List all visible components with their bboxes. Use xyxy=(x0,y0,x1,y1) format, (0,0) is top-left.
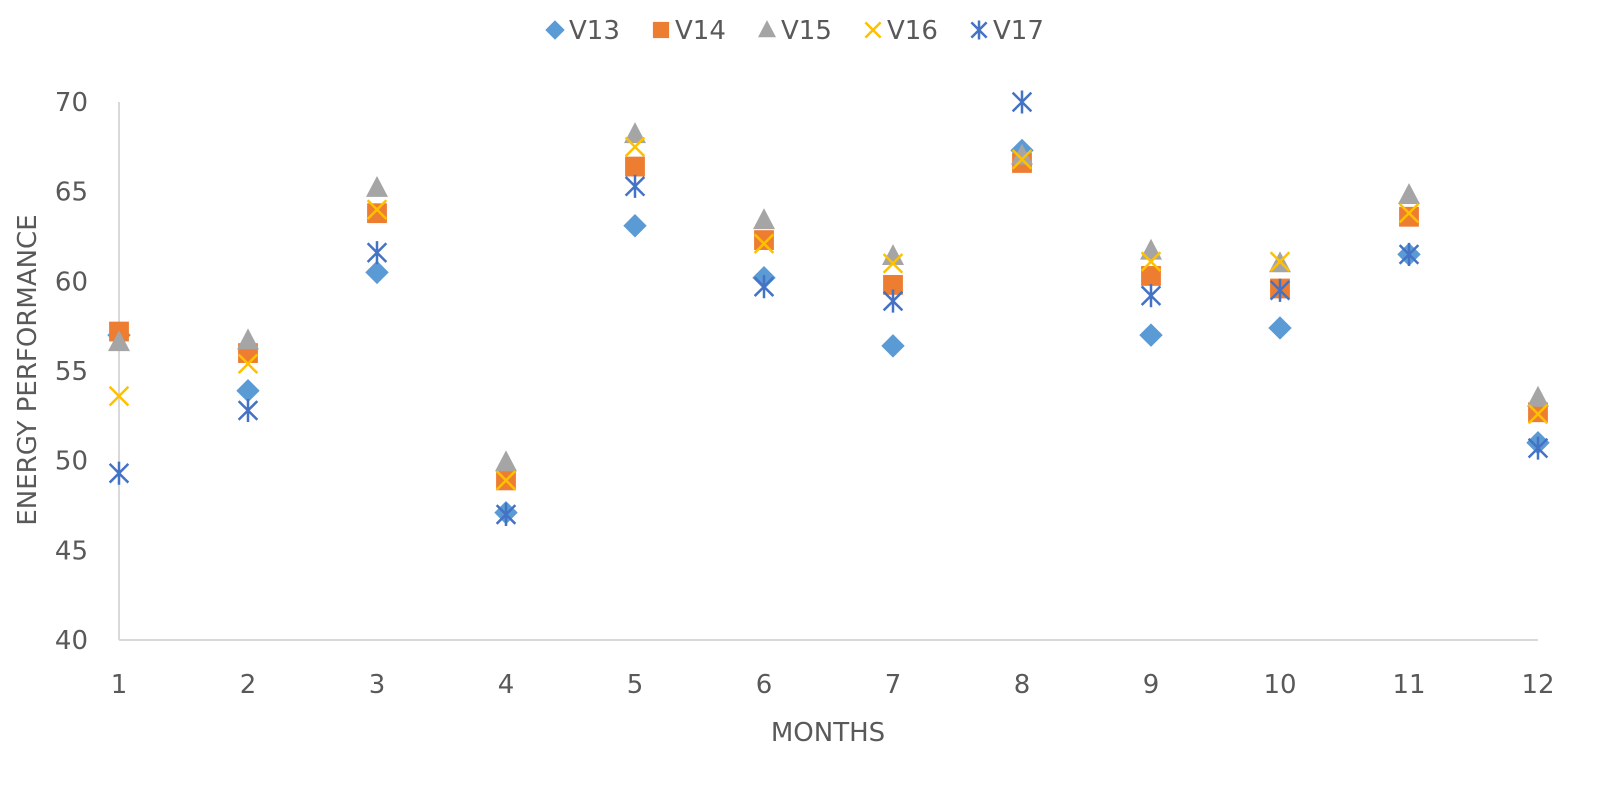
x-tick-label: 6 xyxy=(756,670,773,700)
legend-item-v13: V13 xyxy=(545,16,620,46)
series-v17 xyxy=(108,90,1549,527)
x-tick-label: 11 xyxy=(1392,670,1425,700)
data-point-v15 xyxy=(1527,385,1549,407)
data-point-v17 xyxy=(108,461,130,485)
data-point-v16 xyxy=(108,385,130,407)
series-v13 xyxy=(107,138,1550,525)
x-tick-label: 2 xyxy=(240,670,257,700)
data-point-v17 xyxy=(753,275,775,299)
data-point-v17 xyxy=(1269,278,1291,302)
data-point-v15 xyxy=(753,208,775,230)
data-point-v15 xyxy=(495,450,517,472)
legend: V13 V14 V15 V16 V17 xyxy=(545,16,1044,46)
data-point-v15 xyxy=(237,328,259,350)
data-point-v17 xyxy=(366,241,388,265)
data-point-v13 xyxy=(1268,316,1292,340)
x-tick-label: 9 xyxy=(1143,670,1160,700)
data-point-v16 xyxy=(1011,149,1033,170)
data-point-v17 xyxy=(624,174,646,198)
y-axis-title: ENERGY PERFORMANCE xyxy=(13,214,43,525)
x-tick-label: 12 xyxy=(1521,670,1554,700)
data-point-v13 xyxy=(623,214,647,238)
x-tick-label: 8 xyxy=(1014,670,1031,700)
data-point-v14 xyxy=(754,230,774,250)
data-point-v15 xyxy=(108,330,130,352)
x-tick-label: 1 xyxy=(111,670,128,700)
y-tick-label: 70 xyxy=(55,88,88,118)
data-point-v16 xyxy=(882,253,904,274)
data-points xyxy=(107,90,1550,527)
data-point-v15 xyxy=(1140,238,1162,260)
data-point-v17 xyxy=(1527,436,1549,460)
axes xyxy=(118,102,1538,641)
x-tick-label: 5 xyxy=(627,670,644,700)
data-point-v14 xyxy=(1399,206,1419,227)
data-point-v16 xyxy=(1398,202,1420,224)
y-tick-label: 55 xyxy=(55,357,88,387)
legend-label: V17 xyxy=(993,16,1044,46)
legend-marker-v15 xyxy=(758,20,776,38)
data-point-v13 xyxy=(365,260,389,285)
x-tick-label: 7 xyxy=(885,670,902,700)
legend-item-v17: V17 xyxy=(970,16,1044,46)
data-point-v14 xyxy=(367,203,387,224)
x-axis-title: MONTHS xyxy=(771,718,885,748)
data-point-v13 xyxy=(1139,323,1163,347)
legend-marker-v17 xyxy=(970,20,988,40)
data-point-v17 xyxy=(237,398,259,423)
data-point-v15 xyxy=(1398,183,1420,205)
x-tick-label: 4 xyxy=(498,670,515,700)
legend-marker-v14 xyxy=(652,21,670,39)
data-point-v17 xyxy=(1140,284,1162,308)
data-point-v14 xyxy=(1528,402,1548,423)
series-v14 xyxy=(109,153,1548,491)
y-tick-label: 65 xyxy=(55,178,88,208)
data-point-v16 xyxy=(1527,403,1549,425)
data-point-v13 xyxy=(236,379,260,403)
legend-label: V13 xyxy=(569,16,620,46)
y-tick-label: 45 xyxy=(55,536,88,566)
legend-label: V15 xyxy=(781,16,832,46)
data-point-v16 xyxy=(624,136,646,158)
x-tick-label: 3 xyxy=(369,670,386,700)
legend-label: V16 xyxy=(887,16,938,46)
data-point-v13 xyxy=(881,334,905,358)
data-point-v17 xyxy=(882,289,904,313)
data-point-v17 xyxy=(1011,90,1033,114)
data-point-v15 xyxy=(1011,143,1033,165)
legend-item-v15: V15 xyxy=(758,16,832,46)
y-tick-label: 50 xyxy=(55,447,88,477)
y-tick-label: 40 xyxy=(55,626,88,656)
data-point-v15 xyxy=(366,175,388,197)
legend-marker-v16 xyxy=(864,21,882,39)
legend-item-v16: V16 xyxy=(864,16,938,46)
data-point-v14 xyxy=(883,275,903,295)
data-point-v16 xyxy=(495,470,517,491)
data-point-v16 xyxy=(237,353,259,375)
data-point-v16 xyxy=(1140,251,1162,272)
x-tick-label: 10 xyxy=(1263,670,1296,700)
data-point-v16 xyxy=(1269,251,1291,272)
data-point-v14 xyxy=(625,156,645,177)
legend-item-v14: V14 xyxy=(652,16,726,46)
series-v15 xyxy=(108,122,1549,472)
data-point-v15 xyxy=(882,244,904,266)
y-tick-label: 60 xyxy=(55,267,88,297)
legend-marker-v13 xyxy=(545,20,565,40)
data-point-v14 xyxy=(1141,266,1161,286)
data-point-v16 xyxy=(366,199,388,220)
legend-label: V14 xyxy=(675,16,726,46)
data-point-v17 xyxy=(495,502,517,527)
series-v16 xyxy=(108,136,1549,491)
data-point-v16 xyxy=(753,233,775,254)
data-point-v15 xyxy=(624,122,646,144)
data-point-v17 xyxy=(1398,242,1420,266)
